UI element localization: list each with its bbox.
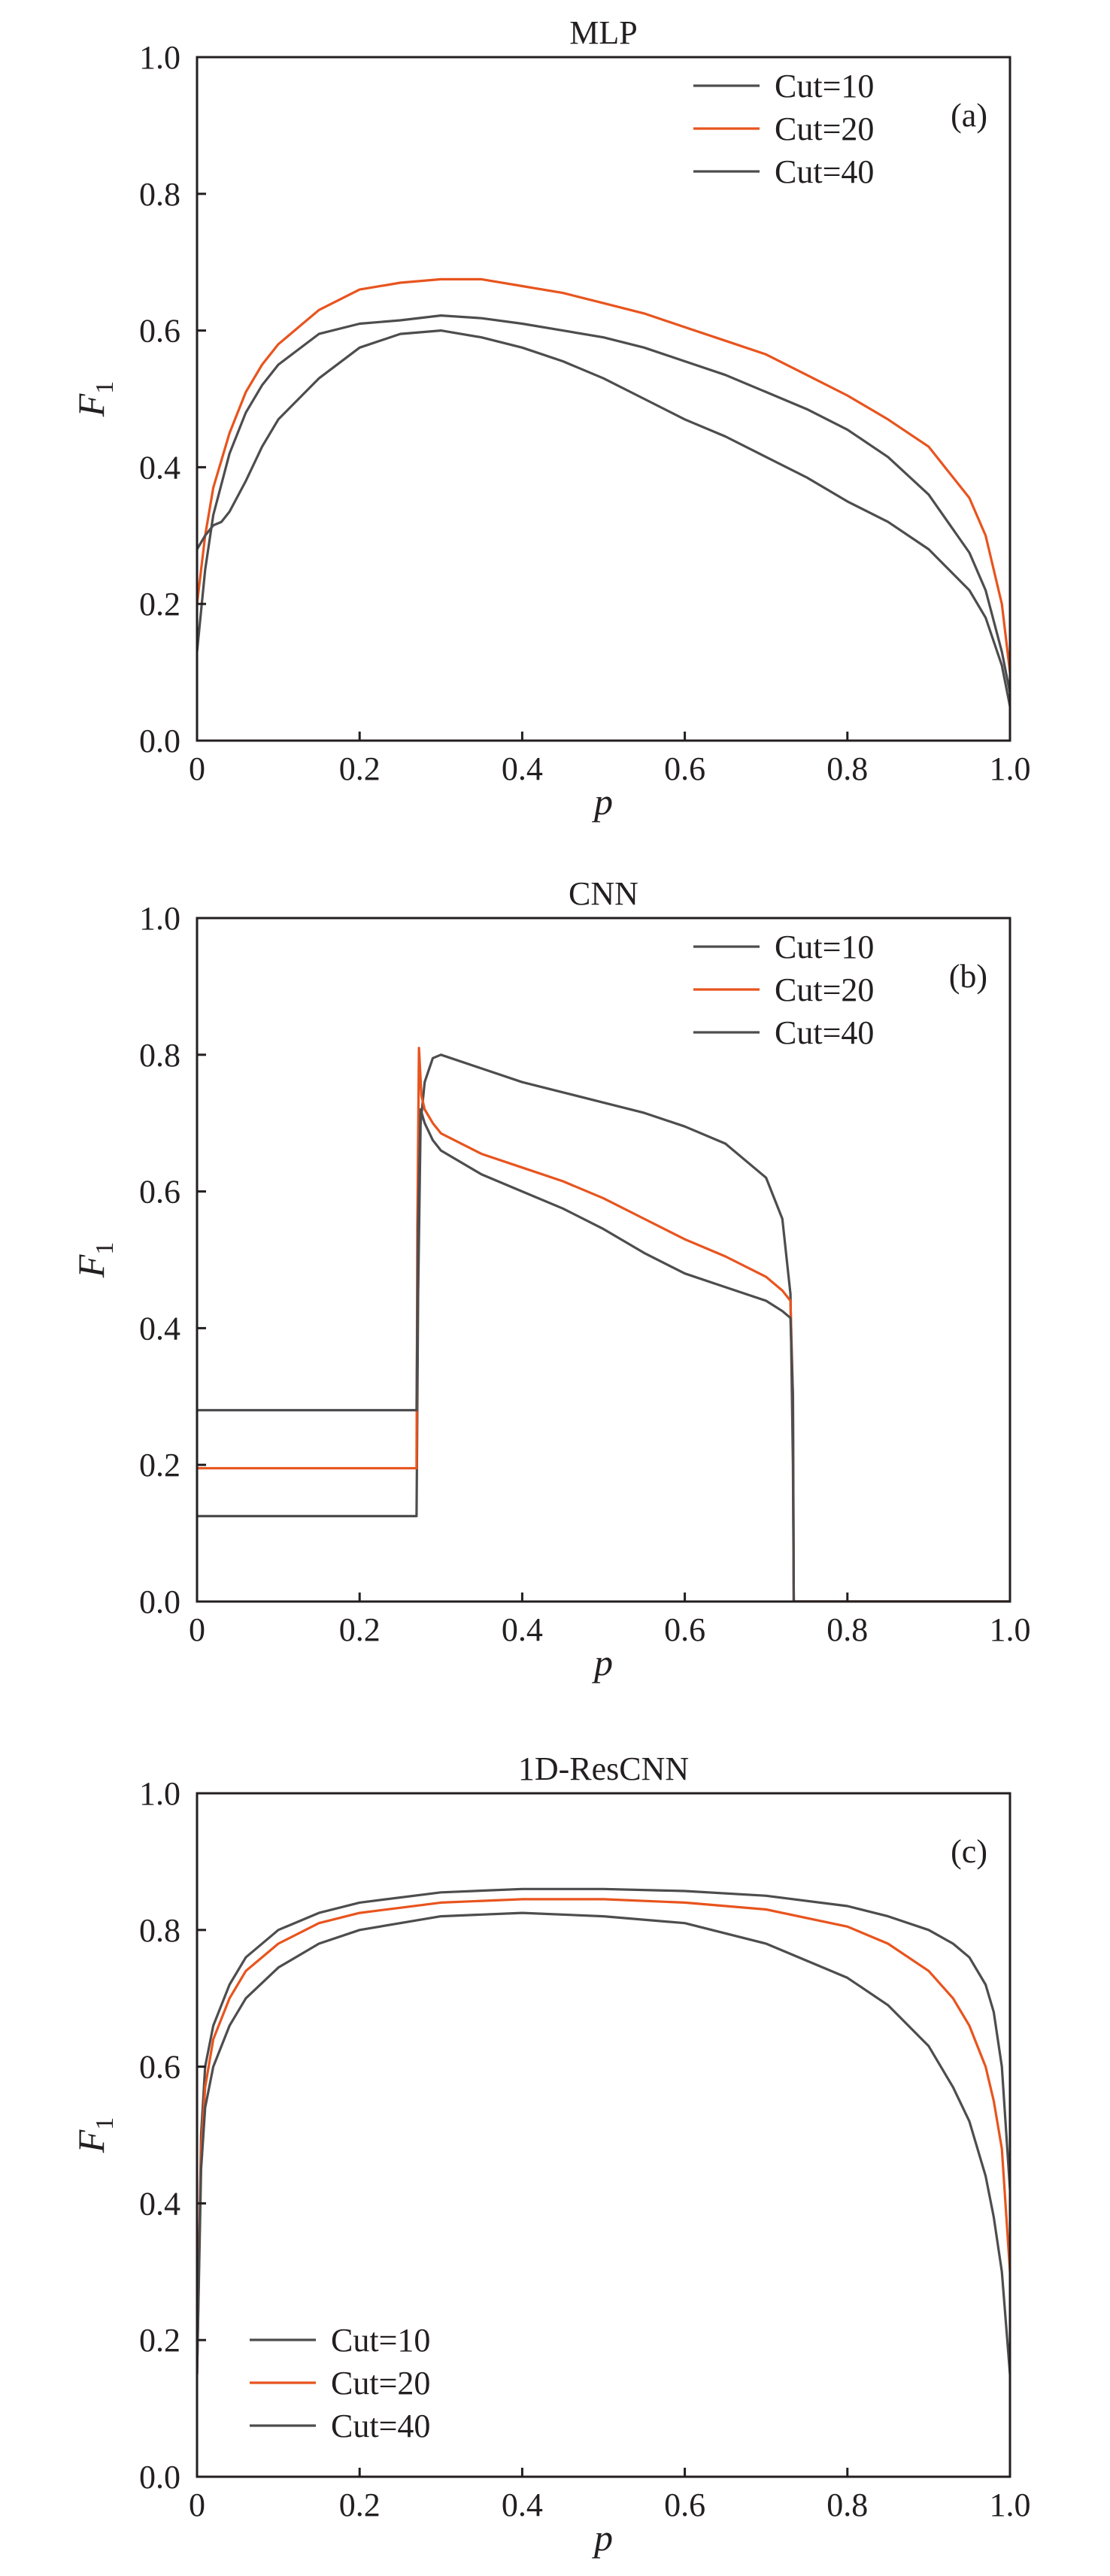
y-axis-title-base: F bbox=[70, 2129, 112, 2153]
y-tick-label: 0.2 bbox=[139, 2322, 180, 2359]
x-axis-title: p bbox=[592, 780, 613, 823]
x-tick-label: 1.0 bbox=[990, 750, 1031, 787]
x-tick-label: 0 bbox=[189, 750, 205, 787]
x-tick-label: 0.2 bbox=[339, 1611, 381, 1648]
x-tick-label: 0.6 bbox=[664, 2487, 705, 2523]
panel-title: CNN bbox=[569, 875, 638, 912]
panel-tag: (a) bbox=[951, 97, 987, 134]
y-axis-title-sub: 1 bbox=[91, 1242, 119, 1255]
x-tick-label: 0 bbox=[189, 1611, 205, 1648]
panel-2: CNN 0 0.2 0.4 0.6 0.8 1.0 0.0 0.2 0.4 0.6 0.8 1.0 p F1… bbox=[70, 875, 1031, 1683]
legend-label: Cut=10 bbox=[775, 68, 874, 105]
legend-label: Cut=40 bbox=[775, 153, 874, 190]
plot-frame bbox=[196, 56, 1011, 742]
series-group bbox=[197, 1887, 1010, 2376]
x-axis-title: p bbox=[592, 1641, 613, 1683]
x-tick-label: 0.2 bbox=[339, 750, 381, 787]
legend-label: Cut=20 bbox=[331, 2365, 430, 2402]
y-tick-label: 0.2 bbox=[139, 586, 180, 623]
y-tick-label: 0.6 bbox=[139, 2049, 180, 2086]
y-axis-title-sub: 1 bbox=[91, 2117, 119, 2130]
x-tick-label: 0.6 bbox=[664, 750, 705, 787]
plot-frame bbox=[196, 917, 1011, 1603]
series-line-cut-10 bbox=[197, 314, 1010, 695]
panel-title: 1D-ResCNN bbox=[518, 1750, 689, 1787]
legend-label: Cut=10 bbox=[775, 929, 874, 965]
y-tick-label: 0.6 bbox=[139, 1174, 180, 1211]
series-line-cut-10 bbox=[197, 1053, 1010, 1602]
y-tick-label: 0.4 bbox=[139, 1310, 180, 1347]
y-axis-title-base: F bbox=[70, 1254, 112, 1278]
y-tick-label: 0.6 bbox=[139, 313, 180, 350]
x-tick-label: 0.4 bbox=[502, 2487, 543, 2523]
x-tick-label: 0.8 bbox=[826, 1611, 868, 1648]
y-tick-label: 0.2 bbox=[139, 1447, 180, 1483]
y-tick-label: 0.4 bbox=[139, 449, 180, 486]
y-axis-title-base: F bbox=[70, 393, 112, 417]
x-tick-label: 0.8 bbox=[826, 2487, 868, 2523]
x-tick-label: 0.8 bbox=[826, 750, 868, 787]
y-tick-label: 0.0 bbox=[139, 723, 180, 759]
series-line-cut-40 bbox=[197, 1108, 1010, 1602]
y-tick-label: 0.8 bbox=[139, 176, 180, 213]
series-line-cut-40 bbox=[197, 329, 1010, 708]
plot-frame bbox=[196, 1792, 1011, 2478]
y-tick-label: 0.8 bbox=[139, 1037, 180, 1074]
y-tick-label: 1.0 bbox=[139, 1775, 180, 1812]
panel-3: 1D-ResCNN 0 0.2 0.4 0.6 0.8 1.0 0.0 0.2 0.4 0.6 0.8… bbox=[70, 1750, 1031, 2559]
panel-tag: (c) bbox=[951, 1833, 987, 1870]
panel-1: MLP 0 0.2 0.4 0.6 0.8 1.0 0.0 0.2 0.4 0.6 0.8 1.0 p F1… bbox=[70, 14, 1031, 823]
x-tick-label: 0.2 bbox=[339, 2487, 381, 2523]
series-line-cut-20 bbox=[197, 1047, 1010, 1602]
y-tick-label: 1.0 bbox=[139, 900, 180, 937]
panel-title: MLP bbox=[569, 14, 637, 51]
series-group bbox=[197, 1047, 1010, 1602]
y-tick-label: 1.0 bbox=[139, 39, 180, 76]
series-line-cut-40 bbox=[197, 1911, 1010, 2376]
legend-label: Cut=10 bbox=[331, 2322, 430, 2359]
y-tick-label: 0.0 bbox=[139, 1583, 180, 1620]
x-tick-label: 0.4 bbox=[502, 1611, 543, 1648]
series-line-cut-20 bbox=[197, 1898, 1010, 2376]
y-axis-title: F1 bbox=[70, 2117, 119, 2154]
y-axis-title-sub: 1 bbox=[91, 381, 119, 394]
y-tick-label: 0.0 bbox=[139, 2459, 180, 2496]
x-tick-label: 1.0 bbox=[990, 1611, 1031, 1648]
y-tick-label: 0.4 bbox=[139, 2185, 180, 2222]
y-axis-title: F1 bbox=[70, 1242, 119, 1279]
legend-label: Cut=40 bbox=[331, 2408, 430, 2444]
legend-label: Cut=20 bbox=[775, 971, 874, 1008]
legend-label: Cut=40 bbox=[775, 1014, 874, 1051]
legend: Cut=10 Cut=20 Cut=40 bbox=[250, 2322, 430, 2444]
x-tick-label: 0 bbox=[189, 2487, 205, 2523]
legend: Cut=10 Cut=20 Cut=40 bbox=[693, 929, 874, 1051]
series-line-cut-20 bbox=[197, 277, 1010, 674]
y-tick-label: 0.8 bbox=[139, 1912, 180, 1949]
legend-label: Cut=20 bbox=[775, 111, 874, 147]
series-group bbox=[197, 277, 1010, 708]
x-tick-label: 0.4 bbox=[502, 750, 543, 787]
series-line-cut-10 bbox=[197, 1887, 1010, 2376]
y-axis-title: F1 bbox=[70, 381, 119, 418]
panel-tag: (b) bbox=[949, 958, 987, 995]
x-tick-label: 1.0 bbox=[990, 2487, 1031, 2523]
x-tick-label: 0.6 bbox=[664, 1611, 705, 1648]
legend: Cut=10 Cut=20 Cut=40 bbox=[693, 68, 874, 190]
x-axis-title: p bbox=[592, 2517, 613, 2559]
